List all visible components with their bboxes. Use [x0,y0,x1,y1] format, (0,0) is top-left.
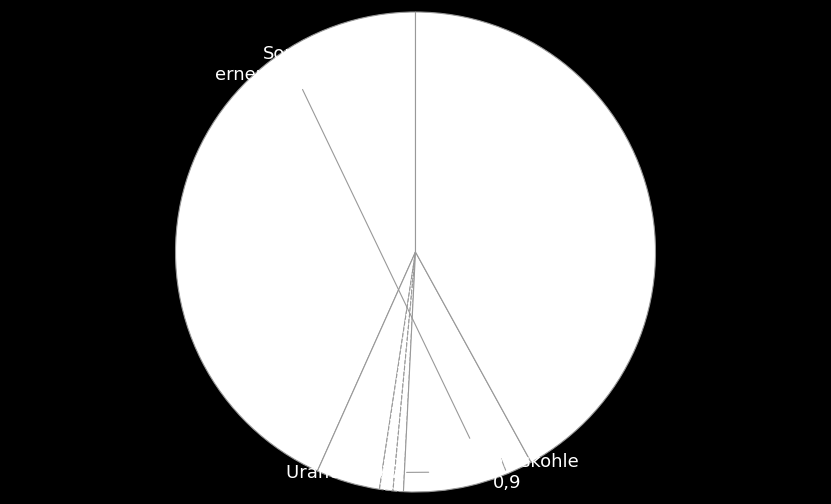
Wedge shape [175,12,416,471]
Text: Kraftwerkskohle
0,9: Kraftwerkskohle 0,9 [435,454,579,492]
Wedge shape [416,12,656,462]
Text: Uranoxid 0,7: Uranoxid 0,7 [286,464,429,482]
Wedge shape [393,252,416,492]
Wedge shape [317,252,416,489]
Text: Sonst.
erneuerbare  4,3: Sonst. erneuerbare 4,3 [214,45,470,438]
Wedge shape [380,252,416,491]
Wedge shape [403,252,531,492]
